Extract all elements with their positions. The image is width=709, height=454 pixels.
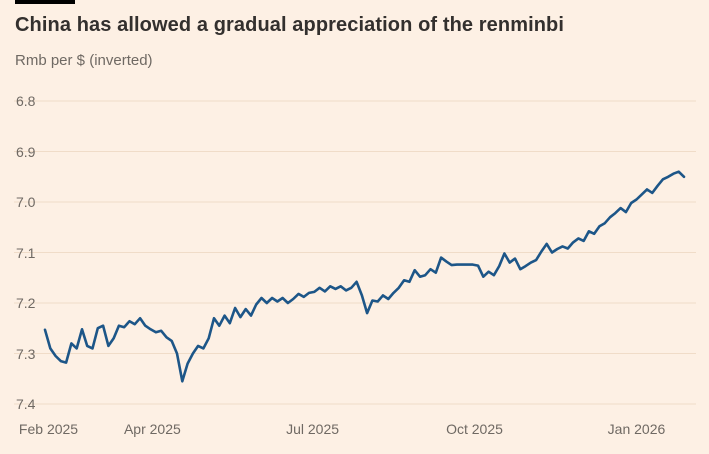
y-axis-tick-label: 7.0 xyxy=(16,194,36,210)
y-axis-tick-label: 6.8 xyxy=(16,93,36,109)
y-axis-tick-label: 7.1 xyxy=(16,244,36,261)
x-axis-tick-label: Jan 2026 xyxy=(607,421,666,437)
chart-unit-label: Rmb per $ (inverted) xyxy=(15,52,153,69)
y-axis-tick-label: 6.9 xyxy=(16,143,36,160)
x-axis-tick-label: Oct 2025 xyxy=(446,421,503,437)
y-axis-tick-label: 7.3 xyxy=(16,345,36,362)
chart-title: China has allowed a gradual appreciation… xyxy=(15,14,565,36)
title-top-rule xyxy=(15,0,75,4)
renminbi-series-line xyxy=(43,170,686,383)
y-axis-tick-label: 7.4 xyxy=(16,396,36,412)
x-axis-tick-label: Apr 2025 xyxy=(123,421,181,437)
x-axis-tick-label: Feb 2025 xyxy=(18,421,79,437)
y-axis-tick-label: 7.2 xyxy=(16,295,36,311)
gridlines xyxy=(14,100,696,405)
x-axis-tick-label: Jul 2025 xyxy=(286,421,340,437)
